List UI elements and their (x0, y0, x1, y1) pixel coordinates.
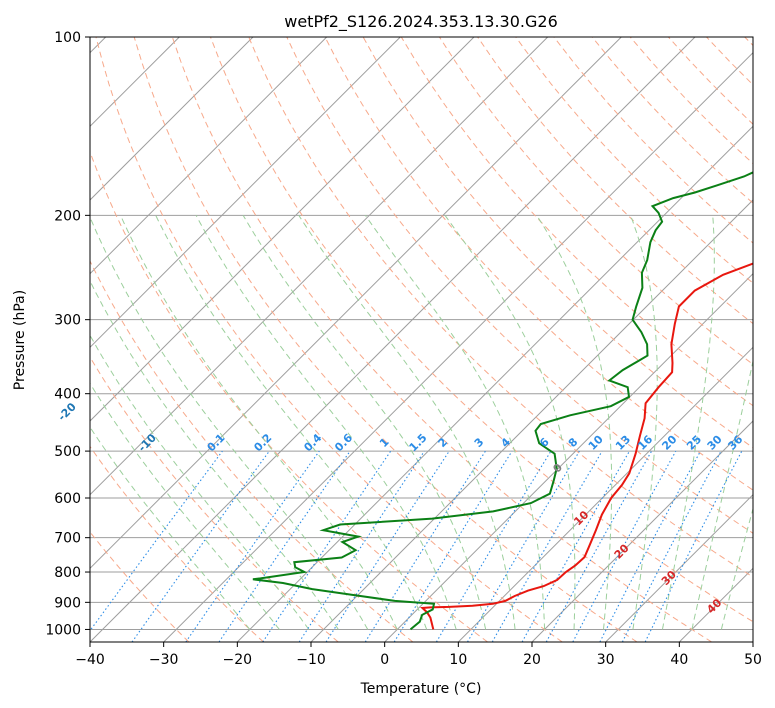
x-tick-label: 30 (597, 652, 615, 668)
mixing-ratio-line (325, 450, 450, 642)
moist-adiabat-line (90, 382, 280, 630)
dry-adiabat-line (90, 259, 414, 642)
isotherm-line (236, 125, 753, 642)
x-tick-label: −10 (296, 652, 326, 668)
isotherm-line (90, 37, 622, 570)
isotherm-line (90, 37, 549, 496)
mixing-ratio-line (218, 450, 351, 642)
moist-adiabat-line (90, 215, 369, 630)
y-axis-label: Pressure (hPa) (12, 290, 28, 390)
moist-adiabat-line (120, 215, 398, 630)
isotherm-line (90, 37, 696, 642)
isotherm-line (457, 346, 753, 642)
isotherm-line (384, 272, 753, 642)
isotherm-line (605, 493, 753, 642)
y-tick-label: 400 (54, 387, 81, 403)
isotherm-line (90, 37, 401, 349)
x-tick-label: 20 (523, 652, 541, 668)
moist-adiabat-line (691, 358, 753, 630)
moist-adiabat-line (444, 215, 576, 630)
dry-adiabat-line (286, 37, 753, 534)
y-tick-label: 100 (54, 30, 81, 46)
dry-adiabat-line (248, 37, 753, 578)
chart-title: wetPf2_S126.2024.353.13.30.G26 (284, 12, 558, 32)
dry-adiabat-line (324, 37, 753, 491)
mixing-ratio-line (393, 450, 513, 642)
y-tick-label: 900 (54, 595, 81, 611)
dry-adiabat-line (95, 37, 563, 642)
dry-adiabat-line (210, 37, 753, 623)
y-tick-label: 1000 (45, 622, 81, 638)
mixing-ratio-line (572, 450, 677, 642)
moist-adiabat-line (195, 215, 457, 630)
plot-frame (89, 36, 754, 643)
dewpoint-profile-line (252, 171, 753, 631)
mixing-ratio-line (262, 450, 392, 642)
mixing-ratio-line (644, 450, 743, 642)
x-axis-label: Temperature (°C) (360, 681, 482, 697)
dry-adiabat-line (90, 445, 264, 642)
background-line-layer (90, 37, 753, 642)
y-tick-label: 500 (54, 444, 81, 460)
y-tick-label: 600 (54, 491, 81, 507)
y-tick-label: 300 (54, 313, 81, 329)
mixing-ratio-line (90, 450, 223, 632)
y-tick-label: 700 (54, 531, 81, 547)
x-tick-label: −40 (75, 652, 105, 668)
y-tick-label: 800 (54, 565, 81, 581)
mixing-ratio-line (185, 450, 320, 642)
isotherm-line (90, 37, 254, 201)
moist-adiabat-line (364, 215, 546, 630)
isotherm-line (90, 37, 475, 422)
x-tick-label: −20 (223, 652, 253, 668)
x-tick-label: 0 (380, 652, 389, 668)
dry-adiabat-line (515, 37, 753, 284)
moist-adiabat-line (661, 215, 715, 630)
moist-adiabat-line (298, 215, 516, 630)
mixing-ratio-line (131, 450, 270, 642)
axis-layer: −40 −30 −20 −10 0 10 20 30 40 50 100 200 300 400 500 60… (45, 30, 762, 668)
x-tick-label: −30 (149, 652, 179, 668)
isotherm-line (163, 51, 753, 642)
moist-adiabat-line (90, 334, 310, 630)
y-tick-label: 200 (54, 208, 81, 224)
isotherm-line (531, 420, 753, 642)
profile-layer (252, 171, 753, 631)
moist-adiabat-line (242, 215, 487, 630)
isotherm-line (90, 37, 328, 275)
x-tick-label: 40 (670, 652, 688, 668)
mixing-ratio-line (521, 450, 630, 642)
moist-adiabat-line (90, 426, 251, 630)
x-tick-label: 10 (449, 652, 467, 668)
moist-adiabat-line (630, 215, 658, 630)
moist-adiabat-line (90, 279, 339, 630)
temperature-profile-line (420, 262, 753, 630)
dry-adiabat-line (171, 37, 712, 642)
dry-adiabat-line (90, 356, 339, 642)
mixing-ratio-line (298, 450, 425, 642)
x-tick-label: 50 (744, 652, 762, 668)
moist-adiabat-line (155, 215, 428, 630)
mixing-ratio-line (545, 450, 653, 642)
